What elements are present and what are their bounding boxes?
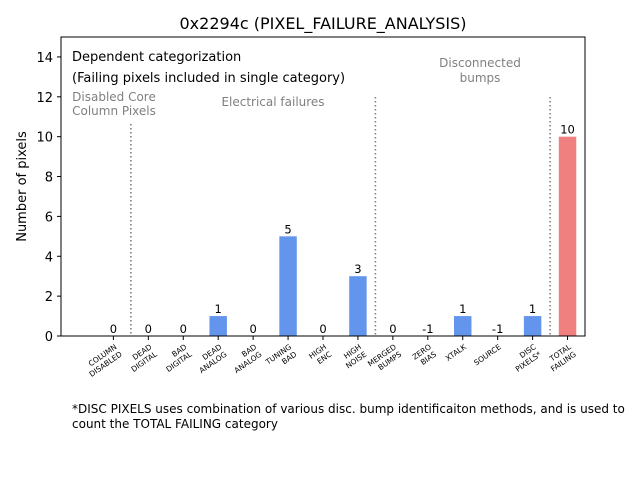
bar-value-label: 0 (180, 322, 187, 336)
x-tick-label: XTALK (444, 342, 469, 363)
y-tick-label: 8 (45, 171, 53, 186)
bar-value-label: -1 (492, 322, 503, 336)
bar (558, 136, 577, 336)
annotation: Dependent categorization (72, 50, 241, 65)
y-tick-label: 14 (36, 51, 53, 66)
y-tick-label: 6 (45, 210, 53, 225)
annotation: (Failing pixels included in single categ… (72, 71, 345, 86)
bar-value-label: 0 (249, 322, 256, 336)
section-label: Electrical failures (221, 95, 324, 109)
bar (279, 236, 297, 336)
bar (523, 316, 542, 336)
bar-value-label: 0 (319, 322, 326, 336)
bar-value-label: 3 (354, 262, 361, 276)
y-tick-label: 4 (45, 250, 53, 265)
y-tick-label: 2 (45, 290, 53, 305)
chart-title: 0x2294c (PIXEL_FAILURE_ANALYSIS) (180, 14, 467, 34)
bar-value-label: 0 (145, 322, 152, 336)
x-tick-label: MERGEDBUMPS (366, 342, 403, 376)
bar (209, 316, 227, 336)
x-tick-label: DEADDIGITAL (124, 342, 159, 374)
bar (454, 316, 472, 336)
bar-value-label: 1 (459, 302, 466, 316)
section-label: Disabled Core (72, 90, 156, 104)
x-tick-label-line: XTALK (444, 342, 469, 363)
y-tick-label: 0 (45, 330, 53, 345)
y-tick-label: 10 (36, 131, 53, 146)
bar-value-label: 5 (284, 222, 291, 236)
footnote: *DISC PIXELS uses combination of various… (72, 402, 625, 431)
bar-value-label: 1 (529, 302, 536, 316)
section-label: Column Pixels (72, 104, 156, 118)
bar-value-label: 0 (110, 322, 117, 336)
bar-value-label: 0 (389, 322, 396, 336)
bar-value-label: 1 (215, 302, 222, 316)
section-label: bumps (460, 71, 501, 85)
y-tick-label: 12 (36, 91, 53, 106)
bar-value-label: -1 (422, 322, 433, 336)
x-tick-label: BADANALOG (227, 342, 263, 375)
y-axis-label: Number of pixels (15, 131, 30, 242)
bar-value-label: 10 (560, 123, 575, 137)
x-tick-label: DISCPIXELS* (509, 342, 544, 374)
x-tick-label: HIGHENC (307, 342, 333, 368)
section-label: Disconnected (439, 56, 521, 70)
x-tick-label: COLUMNDISABLED (82, 342, 124, 379)
x-tick-label: TOTALFAILING (544, 342, 579, 374)
x-tick-label: ZEROBIAS (411, 342, 439, 369)
x-tick-label: TUNINGBAD (263, 342, 298, 374)
bar (349, 276, 367, 336)
x-tick-label: BADDIGITAL (159, 342, 194, 374)
x-tick-label: HIGHNOISE (339, 342, 369, 370)
x-tick-label-line: SOURCE (472, 342, 503, 367)
x-tick-label: SOURCE (472, 342, 503, 367)
x-tick-label: DEADANALOG (192, 342, 228, 375)
